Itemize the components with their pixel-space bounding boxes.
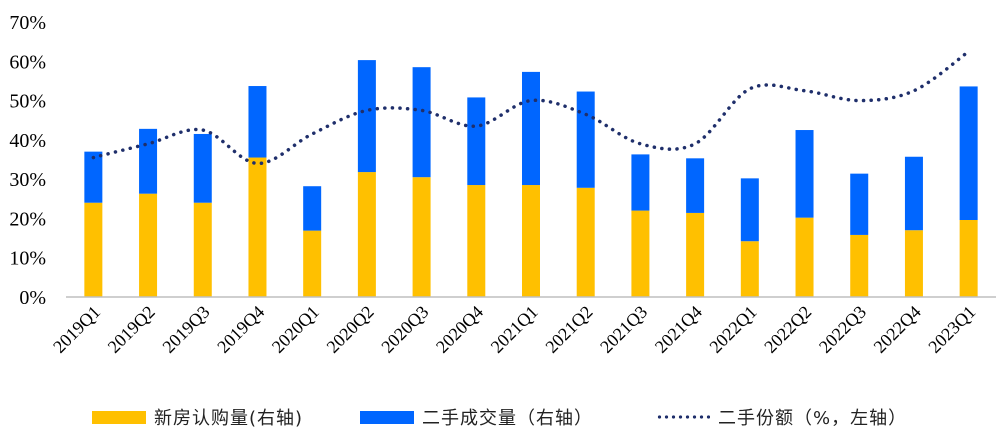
x-tick-label: 2022Q4 <box>870 302 925 357</box>
bar-new-2019Q2 <box>139 193 158 297</box>
bar-second-2023Q1 <box>959 86 978 220</box>
x-tick-label: 2019Q1 <box>49 302 104 357</box>
bar-new-2022Q1 <box>740 241 759 297</box>
bar-second-2022Q4 <box>904 156 923 231</box>
x-tick-label: 2022Q1 <box>705 302 760 357</box>
bar-second-2021Q1 <box>522 71 540 186</box>
share-line <box>91 49 971 166</box>
y-tick-label: 70% <box>9 12 46 34</box>
bar-second-2021Q2 <box>576 91 595 188</box>
bar-second-2019Q3 <box>193 133 212 203</box>
bar-second-2020Q3 <box>412 67 431 178</box>
y-tick-label: 0% <box>19 287 46 309</box>
bar-second-2020Q2 <box>357 60 376 173</box>
legend: 新房认购量(右轴) 二手成交量（右轴） 二手份额（%，左轴） <box>0 400 1006 436</box>
x-tick-label: 2019Q4 <box>213 302 268 357</box>
y-tick-label: 10% <box>9 248 46 270</box>
bar-new-2021Q2 <box>576 187 595 297</box>
bar-new-2020Q2 <box>357 172 376 297</box>
x-tick-label: 2020Q2 <box>323 302 378 357</box>
legend-label-new: 新房认购量(右轴) <box>154 408 304 429</box>
bar-new-2021Q4 <box>686 212 705 297</box>
bar-second-2022Q3 <box>850 173 869 235</box>
bar-new-2022Q3 <box>850 234 869 297</box>
x-tick-label: 2020Q4 <box>432 302 487 357</box>
legend-swatch-new <box>92 410 146 424</box>
bar-new-2021Q1 <box>522 185 540 297</box>
chart: 0%10%20%30%40%50%60%70% 2019Q1 2019Q2 2019… <box>9 12 996 357</box>
legend-label-share: 二手份额（%，左轴） <box>718 408 908 429</box>
bar-new-2019Q1 <box>84 202 103 297</box>
y-tick-label: 20% <box>9 208 46 230</box>
x-axis-ticks: 2019Q1 2019Q2 2019Q3 2019Q4 2020Q1 2020Q2 2020… <box>49 302 979 357</box>
y-tick-label: 30% <box>9 169 46 191</box>
legend-swatch-second <box>360 410 414 424</box>
y-tick-label: 60% <box>9 51 46 73</box>
bar-new-2020Q1 <box>303 230 322 297</box>
bar-new-2019Q3 <box>193 202 212 297</box>
bar-new-2019Q4 <box>248 157 267 297</box>
bar-second-2019Q4 <box>248 86 267 158</box>
y-tick-label: 40% <box>9 130 46 152</box>
bar-second-2022Q2 <box>795 130 814 218</box>
bar-second-2021Q3 <box>631 154 650 211</box>
legend-item-new: 新房认购量(右轴) <box>92 404 303 430</box>
bar-new-2023Q1 <box>959 220 978 297</box>
bar-new-2021Q3 <box>631 210 650 297</box>
x-tick-label: 2021Q1 <box>487 302 542 357</box>
legend-swatch-share <box>656 415 710 419</box>
x-tick-label: 2020Q1 <box>268 302 323 357</box>
bar-second-2019Q1 <box>84 151 103 203</box>
x-tick-label: 2022Q3 <box>815 302 870 357</box>
bar-second-2019Q2 <box>139 128 158 194</box>
x-tick-label: 2021Q4 <box>651 302 706 357</box>
legend-label-second: 二手成交量（右轴） <box>422 408 593 429</box>
x-tick-label: 2023Q1 <box>924 302 979 357</box>
bar-second-2020Q4 <box>467 97 486 186</box>
bar-new-2022Q2 <box>795 217 814 297</box>
bar-new-2022Q4 <box>904 230 923 297</box>
x-tick-label: 2019Q2 <box>104 302 159 357</box>
bars <box>84 60 978 297</box>
bar-second-2022Q1 <box>740 178 759 242</box>
x-tick-label: 2021Q2 <box>541 302 596 357</box>
bar-second-2021Q4 <box>686 158 705 213</box>
bar-new-2020Q3 <box>412 177 431 297</box>
x-tick-label: 2022Q2 <box>760 302 815 357</box>
x-tick-label: 2020Q3 <box>377 302 432 357</box>
y-tick-label: 50% <box>9 91 46 113</box>
y-axis-ticks: 0% 10% 20% 30% 40% 50% 60% 70% <box>9 12 46 309</box>
legend-item-second: 二手成交量（右轴） <box>360 404 593 430</box>
bar-second-2020Q1 <box>303 186 322 231</box>
x-tick-label: 2019Q3 <box>158 302 213 357</box>
legend-item-share: 二手份额（%，左轴） <box>656 404 907 430</box>
x-tick-label: 2021Q3 <box>596 302 651 357</box>
bar-new-2020Q4 <box>467 185 486 297</box>
